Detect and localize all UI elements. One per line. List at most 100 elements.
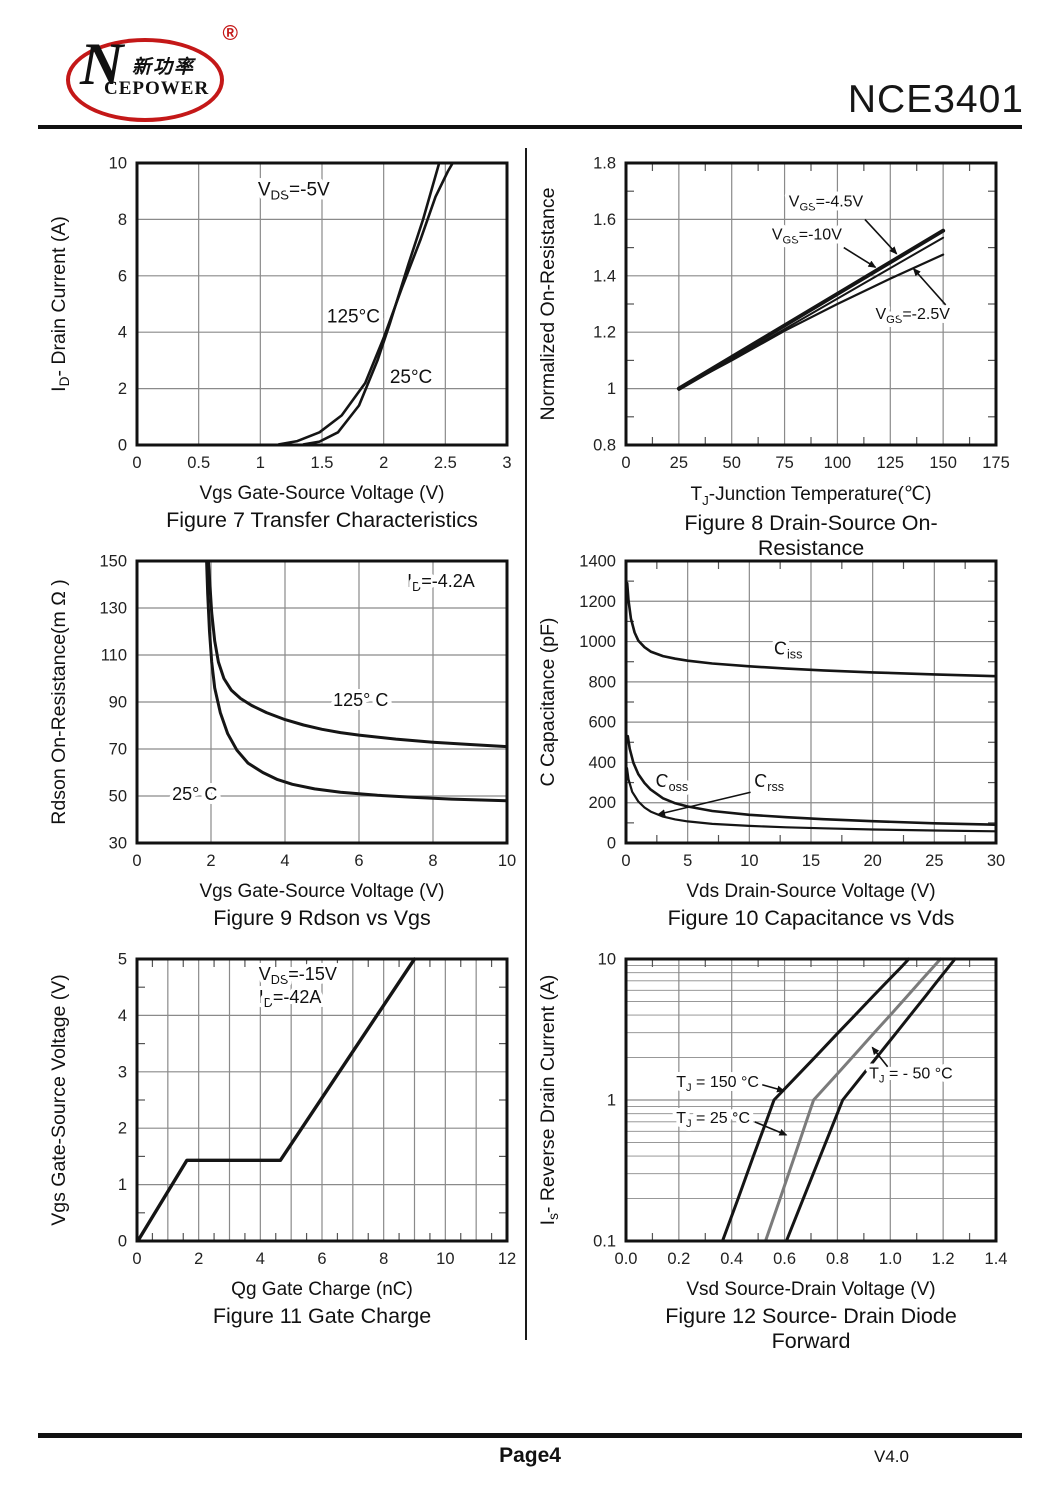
svg-text:VDS=-15V: VDS=-15V <box>259 964 337 987</box>
figure-11-caption: Figure 11 Gate Charge <box>212 1304 432 1328</box>
svg-text:600: 600 <box>588 714 616 732</box>
svg-text:Ciss: Ciss <box>774 639 802 662</box>
svg-text:0: 0 <box>132 852 141 870</box>
figure-9-xlabel: Vgs Gate-Source Voltage (V) <box>199 881 445 902</box>
svg-text:VDS=-5V: VDS=-5V <box>258 179 330 202</box>
svg-text:C Capacitance (pF): C Capacitance (pF) <box>537 617 559 786</box>
svg-text:30: 30 <box>109 835 127 853</box>
figure-12-xlabel: Vsd Source-Drain Voltage (V) <box>686 1279 936 1300</box>
svg-text:0.8: 0.8 <box>826 1250 849 1268</box>
svg-text:2.5: 2.5 <box>434 454 457 472</box>
svg-text:150: 150 <box>99 553 127 571</box>
svg-text:5: 5 <box>118 951 127 969</box>
svg-text:1: 1 <box>607 380 616 398</box>
left-column: VDS=-5V 125°C 25°C 0 0.5 1 1.5 2 2.5 3 0 2 4 6 8 10 ID- … <box>38 148 525 1342</box>
svg-text:125°C: 125°C <box>327 306 380 327</box>
logo-n: N <box>80 31 124 97</box>
svg-text:30: 30 <box>987 852 1005 870</box>
figure-9-caption: Figure 9 Rdson vs Vgs <box>213 906 431 930</box>
svg-text:6: 6 <box>118 267 127 285</box>
svg-text:Vgs Gate-Source Voltage (V): Vgs Gate-Source Voltage (V) <box>48 974 70 1225</box>
svg-text:0.0: 0.0 <box>615 1250 638 1268</box>
figure-11: VDS=-15V ID=-42A 0 2 4 6 8 10 12 0 1 2 3 4 5 Vgs Gate-S… <box>38 944 525 1342</box>
svg-text:12: 12 <box>498 1250 516 1268</box>
figure-7-caption: Figure 7 Transfer Characteristics <box>166 508 478 532</box>
svg-text:1400: 1400 <box>579 553 616 571</box>
right-column: VGS=-4.5V VGS=-10V VGS=-2.5V 0 25 50 75 100 125 1… <box>527 148 1014 1354</box>
svg-text:Crss: Crss <box>754 771 784 794</box>
svg-text:20: 20 <box>863 852 881 870</box>
svg-text:25: 25 <box>670 454 688 472</box>
svg-text:2: 2 <box>118 380 127 398</box>
svg-text:25° C: 25° C <box>172 784 217 804</box>
svg-text:8: 8 <box>379 1250 388 1268</box>
svg-text:TJ = - 50 °C: TJ = - 50 °C <box>869 1066 953 1086</box>
figure-8-chart: VGS=-4.5V VGS=-10V VGS=-2.5V 0 25 50 75 100 125 1… <box>537 155 1010 473</box>
svg-text:0: 0 <box>621 454 630 472</box>
header-rule <box>38 125 1022 129</box>
svg-text:25: 25 <box>925 852 943 870</box>
svg-text:0.5: 0.5 <box>187 454 210 472</box>
svg-text:1.4: 1.4 <box>985 1250 1008 1268</box>
svg-text:1200: 1200 <box>579 593 616 611</box>
svg-text:800: 800 <box>588 673 616 691</box>
figure-7-xlabel: Vgs Gate-Source Voltage (V) <box>199 483 445 504</box>
svg-text:0: 0 <box>132 454 141 472</box>
svg-text:2: 2 <box>379 454 388 472</box>
svg-text:70: 70 <box>109 741 127 759</box>
svg-text:1: 1 <box>256 454 265 472</box>
logo-brand: CEPOWER <box>104 78 210 99</box>
figure-8-xlabel: TJ-Junction Temperature(℃) <box>690 484 932 508</box>
svg-text:10: 10 <box>109 155 127 173</box>
figure-12-chart: TJ = 150 °C TJ = 25 °C TJ = - 50 °C 0.0 0.2 0… <box>537 951 1008 1269</box>
svg-text:4: 4 <box>256 1250 265 1268</box>
registered-trademark-icon: ® <box>222 22 238 45</box>
svg-text:75: 75 <box>775 454 793 472</box>
column-divider <box>525 148 527 1340</box>
svg-text:ID=-4.2A: ID=-4.2A <box>407 571 475 594</box>
svg-text:3: 3 <box>502 454 511 472</box>
svg-text:6: 6 <box>317 1250 326 1268</box>
svg-text:TJ = 25 °C: TJ = 25 °C <box>676 1110 750 1130</box>
svg-text:10: 10 <box>436 1250 454 1268</box>
svg-text:0: 0 <box>621 852 630 870</box>
svg-text:90: 90 <box>109 694 127 712</box>
svg-text:25°C: 25°C <box>390 367 432 388</box>
svg-text:0.8: 0.8 <box>593 437 616 455</box>
svg-text:1: 1 <box>118 1176 127 1194</box>
svg-text:175: 175 <box>982 454 1010 472</box>
svg-text:10: 10 <box>740 852 758 870</box>
svg-text:6: 6 <box>354 852 363 870</box>
svg-text:VGS=-4.5V: VGS=-4.5V <box>789 194 864 214</box>
svg-text:0: 0 <box>118 437 127 455</box>
svg-text:Coss: Coss <box>656 771 689 794</box>
svg-text:1: 1 <box>607 1092 616 1110</box>
svg-text:130: 130 <box>99 600 127 618</box>
svg-text:1.8: 1.8 <box>593 155 616 173</box>
svg-text:1.2: 1.2 <box>932 1250 955 1268</box>
svg-text:1.5: 1.5 <box>311 454 334 472</box>
svg-text:15: 15 <box>802 852 820 870</box>
logo: N 新功率 CEPOWER ® <box>58 22 238 124</box>
svg-text:125: 125 <box>877 454 905 472</box>
svg-text:100: 100 <box>824 454 852 472</box>
svg-text:3: 3 <box>118 1063 127 1081</box>
svg-text:5: 5 <box>683 852 692 870</box>
svg-text:0.6: 0.6 <box>773 1250 796 1268</box>
figure-7: VDS=-5V 125°C 25°C 0 0.5 1 1.5 2 2.5 3 0 2 4 6 8 10 ID- … <box>38 148 525 546</box>
figure-10-chart: Ciss Coss Crss 0 5 10 15 20 25 30 0 200 400 600 800 100… <box>537 553 1005 871</box>
figure-10: Ciss Coss Crss 0 5 10 15 20 25 30 0 200 400 600 800 100… <box>527 546 1014 944</box>
svg-text:4: 4 <box>118 1007 127 1025</box>
svg-text:Is- Reverse Drain Current (A): Is- Reverse Drain Current (A) <box>537 975 561 1226</box>
figure-10-caption: Figure 10 Capacitance vs Vds <box>667 906 955 930</box>
svg-text:1.0: 1.0 <box>879 1250 902 1268</box>
svg-text:400: 400 <box>588 754 616 772</box>
figure-10-xlabel: Vds Drain-Source Voltage (V) <box>686 881 936 902</box>
svg-text:50: 50 <box>109 788 127 806</box>
page-number: Page4 <box>499 1444 561 1467</box>
svg-text:0.2: 0.2 <box>667 1250 690 1268</box>
svg-text:8: 8 <box>428 852 437 870</box>
svg-text:1000: 1000 <box>579 633 616 651</box>
svg-text:2: 2 <box>206 852 215 870</box>
